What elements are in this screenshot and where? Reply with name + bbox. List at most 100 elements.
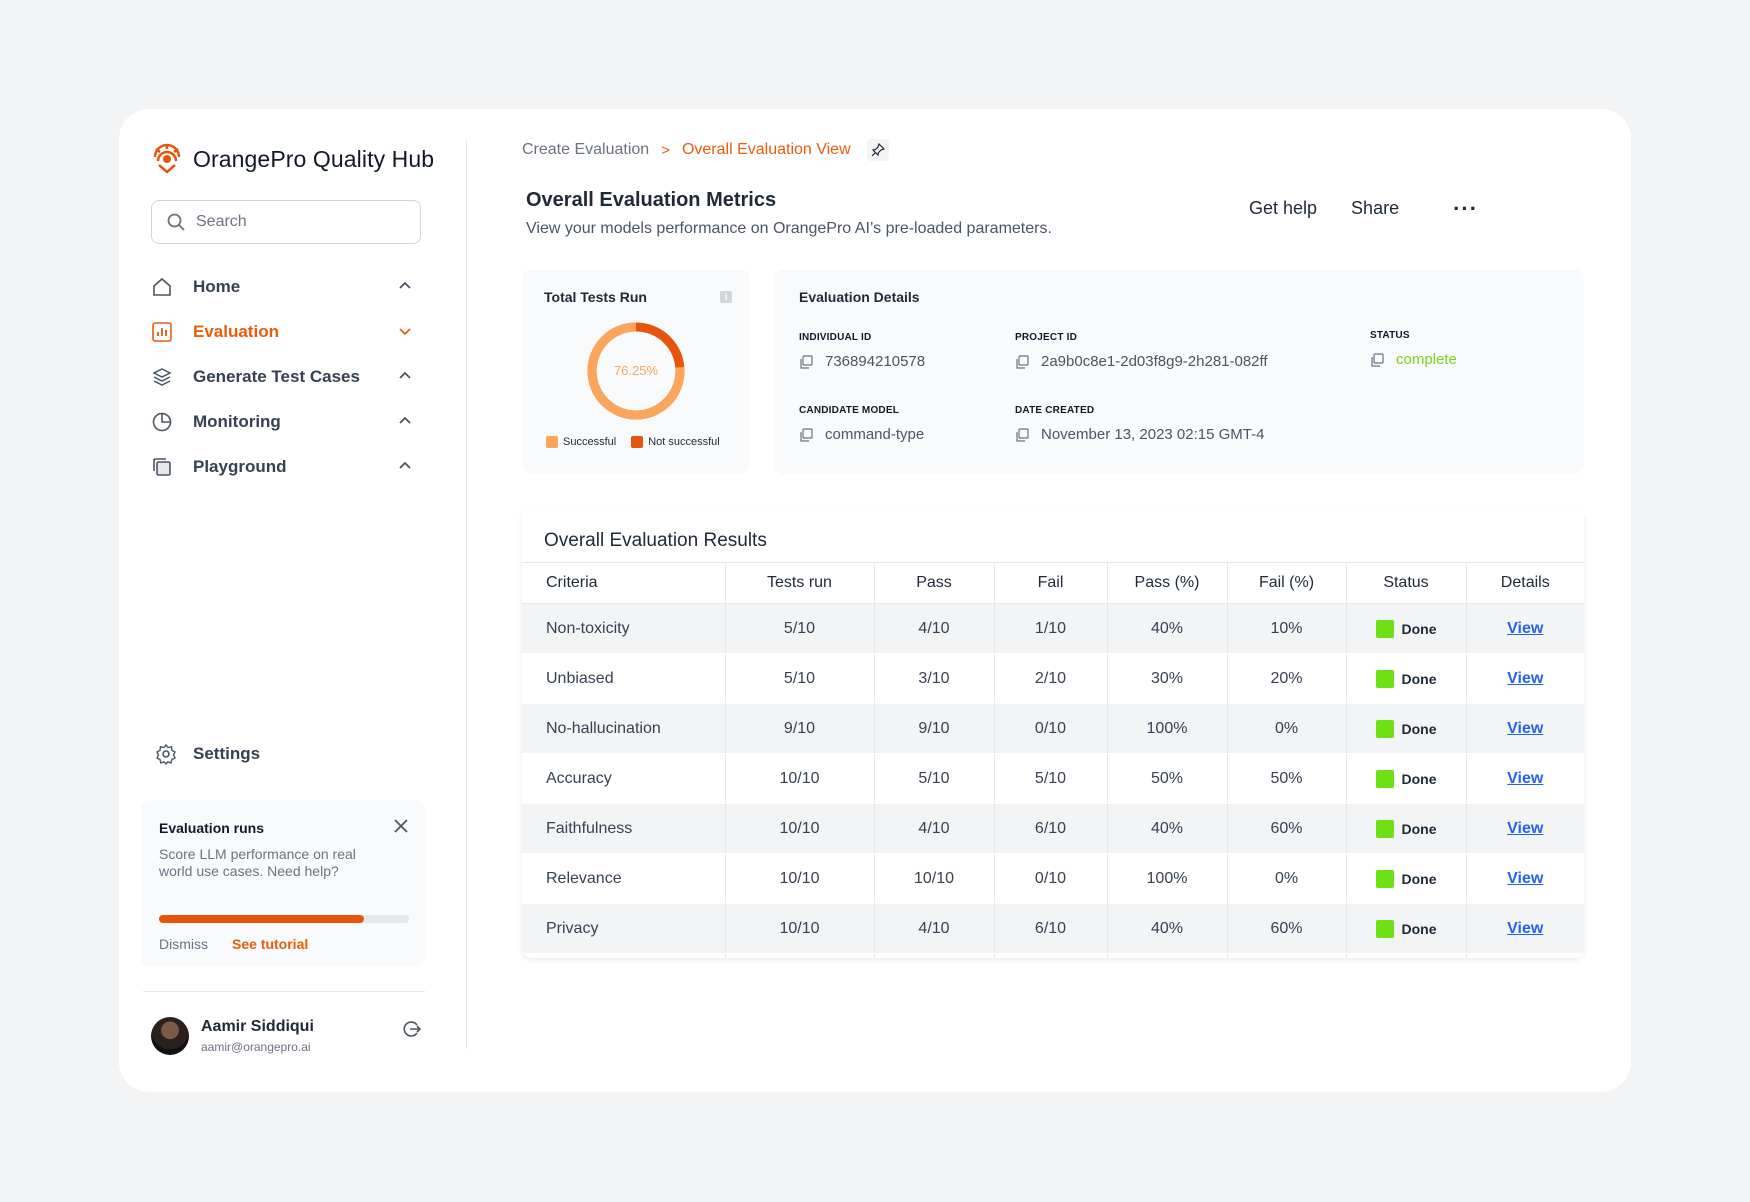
- cell-tests-run: 10/10: [725, 903, 875, 954]
- date-created-value: November 13, 2023 02:15 GMT-4: [1041, 426, 1265, 443]
- sidebar-nav: Home Evaluation Generate Test Cases: [151, 264, 421, 489]
- sidebar-item-generate-test-cases[interactable]: Generate Test Cases: [151, 354, 421, 399]
- cell-fail-pct: 50%: [1227, 753, 1347, 804]
- sidebar-item-label: Playground: [193, 456, 287, 476]
- cell-fail-pct: 60%: [1227, 903, 1347, 954]
- cell-fail-pct: 0%: [1227, 853, 1347, 904]
- view-details-link[interactable]: View: [1507, 919, 1544, 937]
- legend-swatch: [631, 436, 644, 448]
- column-header[interactable]: Pass (%): [1107, 562, 1228, 604]
- cell-details: View: [1466, 653, 1584, 704]
- cell-criteria: Privacy: [522, 903, 726, 954]
- search-input[interactable]: Search: [151, 200, 421, 244]
- copy-icon[interactable]: [1370, 352, 1384, 367]
- view-details-link[interactable]: View: [1507, 819, 1544, 837]
- cell-criteria: Non-toxicity: [522, 603, 726, 654]
- sidebar-item-monitoring[interactable]: Monitoring: [151, 399, 421, 444]
- column-header[interactable]: Tests run: [725, 562, 875, 604]
- cell-details: View: [1466, 753, 1584, 804]
- legend-label: Successful: [563, 436, 617, 448]
- share-button[interactable]: Share: [1351, 198, 1400, 218]
- field-label: PROJECT ID: [1015, 332, 1078, 343]
- chevron-up-icon[interactable]: [397, 368, 413, 384]
- cell-tests-run: 5/10: [725, 603, 875, 654]
- user-profile[interactable]: Aamir Siddiqui aamir@orangepro.ai: [151, 1017, 314, 1055]
- copy-icon[interactable]: [799, 354, 813, 369]
- info-icon[interactable]: i: [720, 291, 732, 303]
- view-details-link[interactable]: View: [1507, 719, 1544, 737]
- breadcrumb-create-evaluation[interactable]: Create Evaluation: [522, 141, 650, 158]
- card-title: Total Tests Run: [544, 289, 647, 305]
- column-header[interactable]: Status: [1346, 562, 1467, 604]
- cell-fail: 6/10: [994, 903, 1108, 954]
- status-badge: Done: [1347, 819, 1466, 838]
- cell-criteria: Relevance: [522, 853, 726, 904]
- table-row: Accuracy 10/10 5/10 5/10 50% 50% Done View: [522, 753, 1584, 804]
- date-created-field: DATE CREATED November 13, 2023 02:15 GMT…: [1015, 405, 1264, 443]
- view-details-link[interactable]: View: [1507, 669, 1544, 687]
- get-help-button[interactable]: Get help: [1249, 198, 1318, 218]
- view-details-link[interactable]: View: [1507, 769, 1544, 787]
- table-row: Relevance 10/10 10/10 0/10 100% 0% Done View: [522, 853, 1584, 904]
- orangepro-logo-icon: [153, 143, 181, 174]
- copy-icon: [151, 456, 173, 478]
- cell-status: Done: [1346, 853, 1467, 904]
- status-indicator-icon: [1375, 819, 1394, 838]
- chevron-up-icon[interactable]: [397, 458, 413, 474]
- column-header[interactable]: Criteria: [522, 562, 726, 604]
- legend-label: Not successful: [648, 436, 720, 448]
- close-icon[interactable]: [393, 818, 409, 834]
- evaluation-results-card: Overall Evaluation Results Criteria Test…: [522, 508, 1584, 958]
- breadcrumb-current[interactable]: Overall Evaluation View: [681, 141, 851, 158]
- individual-id-value: 736894210578: [825, 353, 926, 370]
- brand[interactable]: OrangePro Quality Hub: [151, 143, 434, 175]
- pin-button[interactable]: [866, 139, 889, 161]
- total-tests-card: Total Tests Run i 76.25% Successful Not …: [522, 269, 750, 474]
- chevron-up-icon[interactable]: [397, 413, 413, 429]
- progress-bar: [159, 915, 409, 923]
- cell-pass-pct: 50%: [1107, 753, 1228, 804]
- cell-pass: 9/10: [874, 703, 995, 754]
- sidebar-item-home[interactable]: Home: [151, 264, 421, 309]
- status-label: Done: [1401, 720, 1437, 737]
- cell-criteria: Unbiased: [522, 653, 726, 704]
- copy-icon[interactable]: [1015, 354, 1029, 369]
- sidebar-item-label: Home: [193, 276, 241, 296]
- sidebar: OrangePro Quality Hub Search Home: [119, 109, 467, 1092]
- more-options-icon[interactable]: ···: [1453, 195, 1479, 221]
- cell-status: Done: [1346, 753, 1467, 804]
- dismiss-button[interactable]: Dismiss: [159, 936, 208, 952]
- divider: [143, 991, 425, 992]
- view-details-link[interactable]: View: [1507, 869, 1544, 887]
- results-table: Criteria Tests run Pass Fail Pass (%) Fa…: [522, 562, 1584, 958]
- chevron-down-icon[interactable]: [397, 323, 413, 339]
- logout-icon[interactable]: [402, 1019, 422, 1039]
- breadcrumb: Create Evaluation > Overall Evaluation V…: [522, 139, 889, 161]
- column-header[interactable]: Pass: [874, 562, 995, 604]
- project-id-field: PROJECT ID 2a9b0c8e1-2d03f8g9-2h281-082f…: [1015, 332, 1268, 370]
- cell-pass: 4/10: [874, 903, 995, 954]
- sidebar-item-evaluation[interactable]: Evaluation: [151, 309, 421, 354]
- chevron-up-icon[interactable]: [397, 278, 413, 294]
- sidebar-item-label: Monitoring: [193, 411, 281, 431]
- sidebar-item-playground[interactable]: Playground: [151, 444, 421, 489]
- column-header[interactable]: Fail (%): [1227, 562, 1347, 604]
- header-actions: Get help Share ···: [1249, 195, 1479, 221]
- status-label: Done: [1401, 870, 1437, 887]
- cell-fail: 0/10: [994, 703, 1108, 754]
- cell-pass: 10/10: [874, 853, 995, 904]
- see-tutorial-link[interactable]: See tutorial: [232, 936, 309, 952]
- cell-pass: 5/10: [874, 753, 995, 804]
- bar-chart-icon: [151, 321, 173, 343]
- status-indicator-icon: [1375, 869, 1394, 888]
- cell-fail-pct: 0%: [1227, 953, 1347, 958]
- view-details-link[interactable]: View: [1507, 619, 1544, 637]
- individual-id-field: INDIVIDUAL ID 736894210578: [799, 332, 925, 370]
- sidebar-item-settings[interactable]: Settings: [155, 743, 260, 765]
- status-badge: Done: [1347, 769, 1466, 788]
- column-header[interactable]: Fail: [994, 562, 1108, 604]
- copy-icon[interactable]: [799, 427, 813, 442]
- column-header[interactable]: Details: [1466, 562, 1584, 604]
- copy-icon[interactable]: [1015, 427, 1029, 442]
